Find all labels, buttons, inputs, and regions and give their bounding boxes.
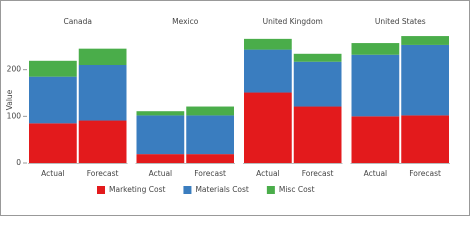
x-tick-label: Actual: [149, 169, 173, 178]
chart: Value 0 100 200 Canada Actual Forecast Mexico A…: [0, 0, 470, 216]
bar-segment: [293, 106, 342, 163]
y-tick-label: 200: [7, 65, 22, 74]
legend-label: Misc Cost: [279, 185, 315, 194]
bar-segment: [244, 38, 292, 50]
bar-segment: [293, 53, 342, 62]
bar-segment: [401, 115, 449, 163]
bar-segment: [78, 120, 127, 163]
bar-segment: [29, 123, 77, 163]
y-axis-label: Value: [5, 89, 14, 110]
x-tick-label: Actual: [41, 169, 65, 178]
bar-segment: [78, 65, 127, 121]
x-tick-label: Forecast: [302, 169, 334, 178]
legend-label: Materials Cost: [195, 185, 248, 194]
bar-segment: [78, 48, 127, 65]
bar-segment: [186, 154, 234, 163]
bar-segment: [244, 49, 292, 93]
panel-title: Mexico: [172, 17, 199, 26]
bar-segment: [186, 106, 234, 116]
x-tick-label: Forecast: [409, 169, 441, 178]
bar-segment: [351, 54, 400, 117]
bar-segment: [244, 92, 292, 163]
y-tick-label: 100: [7, 111, 22, 120]
panel-title: United States: [375, 17, 426, 26]
panel-title: United Kingdom: [263, 17, 323, 26]
bar-segment: [29, 76, 77, 124]
x-tick-label: Forecast: [87, 169, 119, 178]
y-tick-label: 0: [16, 158, 21, 167]
bar-segment: [136, 111, 185, 116]
bar-segment: [186, 115, 234, 155]
x-tick-label: Forecast: [194, 169, 226, 178]
legend-label: Marketing Cost: [109, 185, 165, 194]
legend-swatch: [266, 186, 275, 194]
bar-segment: [401, 44, 449, 116]
bar-segment: [136, 115, 185, 155]
x-tick-label: Actual: [256, 169, 280, 178]
legend-swatch: [97, 186, 105, 194]
bar-segment: [136, 154, 185, 163]
legend-swatch: [183, 186, 192, 194]
bar-segment: [401, 36, 449, 45]
bar-segment: [351, 116, 400, 163]
bar-segment: [293, 61, 342, 107]
x-tick-label: Actual: [364, 169, 388, 178]
bar-segment: [351, 43, 400, 55]
bar-segment: [29, 60, 77, 77]
panel-title: Canada: [63, 17, 92, 26]
